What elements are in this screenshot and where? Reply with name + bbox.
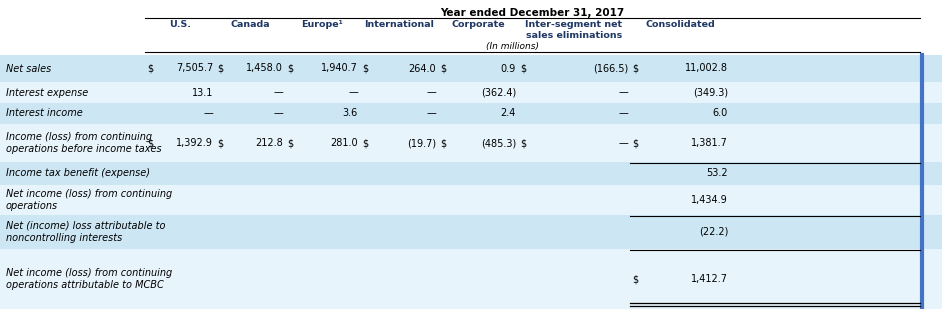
Text: (19.7): (19.7)	[407, 138, 436, 148]
Text: 1,434.9: 1,434.9	[691, 195, 728, 205]
Text: Net income (loss) from continuing
operations attributable to MCBC: Net income (loss) from continuing operat…	[6, 268, 172, 290]
Text: $: $	[632, 274, 638, 284]
Text: 1,392.9: 1,392.9	[176, 138, 213, 148]
Text: $: $	[217, 138, 223, 148]
Text: 7,505.7: 7,505.7	[176, 64, 213, 74]
Text: —: —	[273, 87, 283, 98]
Text: 264.0: 264.0	[409, 64, 436, 74]
Text: $: $	[362, 138, 368, 148]
Text: Corporate: Corporate	[451, 20, 505, 29]
Text: —: —	[618, 108, 628, 118]
Bar	[0, 215, 942, 249]
Text: 3.6: 3.6	[343, 108, 358, 118]
Text: Net (income) loss attributable to
noncontrolling interests: Net (income) loss attributable to noncon…	[6, 221, 166, 243]
Text: (In millions): (In millions)	[486, 42, 539, 51]
Text: $: $	[520, 64, 527, 74]
Text: $: $	[147, 138, 154, 148]
Text: (22.2): (22.2)	[699, 227, 728, 237]
Text: $: $	[440, 64, 447, 74]
Text: —: —	[426, 108, 436, 118]
Text: $: $	[287, 138, 293, 148]
Bar	[0, 124, 942, 162]
Text: (362.4): (362.4)	[480, 87, 516, 98]
Text: (166.5): (166.5)	[593, 64, 628, 74]
Text: $: $	[632, 64, 638, 74]
Text: 13.1: 13.1	[191, 87, 213, 98]
Text: $: $	[632, 138, 638, 148]
Bar	[0, 249, 942, 309]
Text: Income (loss) from continuing
operations before income taxes: Income (loss) from continuing operations…	[6, 132, 162, 154]
Bar	[0, 82, 942, 103]
Text: $: $	[287, 64, 293, 74]
Text: —: —	[349, 87, 358, 98]
Text: —: —	[203, 108, 213, 118]
Text: Net income (loss) from continuing
operations: Net income (loss) from continuing operat…	[6, 189, 172, 211]
Text: 2.4: 2.4	[500, 108, 516, 118]
Text: $: $	[520, 138, 527, 148]
Text: (485.3): (485.3)	[480, 138, 516, 148]
Text: Canada: Canada	[230, 20, 269, 29]
Text: (349.3): (349.3)	[693, 87, 728, 98]
Text: $: $	[217, 64, 223, 74]
Bar	[0, 162, 942, 185]
Text: Interest expense: Interest expense	[6, 87, 89, 98]
Text: Consolidated: Consolidated	[645, 20, 715, 29]
Bar	[0, 185, 942, 215]
Text: —: —	[426, 87, 436, 98]
Text: Year ended December 31, 2017: Year ended December 31, 2017	[440, 8, 625, 18]
Text: 1,940.7: 1,940.7	[321, 64, 358, 74]
Text: $: $	[362, 64, 368, 74]
Text: International: International	[364, 20, 434, 29]
Text: Income tax benefit (expense): Income tax benefit (expense)	[6, 168, 150, 179]
Text: 11,002.8: 11,002.8	[685, 64, 728, 74]
Text: —: —	[273, 108, 283, 118]
Bar	[0, 55, 942, 82]
Text: 1,412.7: 1,412.7	[691, 274, 728, 284]
Text: 1,458.0: 1,458.0	[246, 64, 283, 74]
Text: 212.8: 212.8	[255, 138, 283, 148]
Bar	[0, 103, 942, 124]
Text: —: —	[618, 87, 628, 98]
Text: 281.0: 281.0	[331, 138, 358, 148]
Text: Interest income: Interest income	[6, 108, 83, 118]
Text: 53.2: 53.2	[706, 168, 728, 179]
Text: Europe¹: Europe¹	[301, 20, 343, 29]
Text: 6.0: 6.0	[713, 108, 728, 118]
Text: $: $	[147, 64, 154, 74]
Text: Inter-segment net
sales eliminations: Inter-segment net sales eliminations	[526, 20, 623, 40]
Text: Net sales: Net sales	[6, 64, 51, 74]
Text: U.S.: U.S.	[169, 20, 191, 29]
Text: 0.9: 0.9	[501, 64, 516, 74]
Text: 1,381.7: 1,381.7	[691, 138, 728, 148]
Text: $: $	[440, 138, 447, 148]
Text: —: —	[618, 138, 628, 148]
